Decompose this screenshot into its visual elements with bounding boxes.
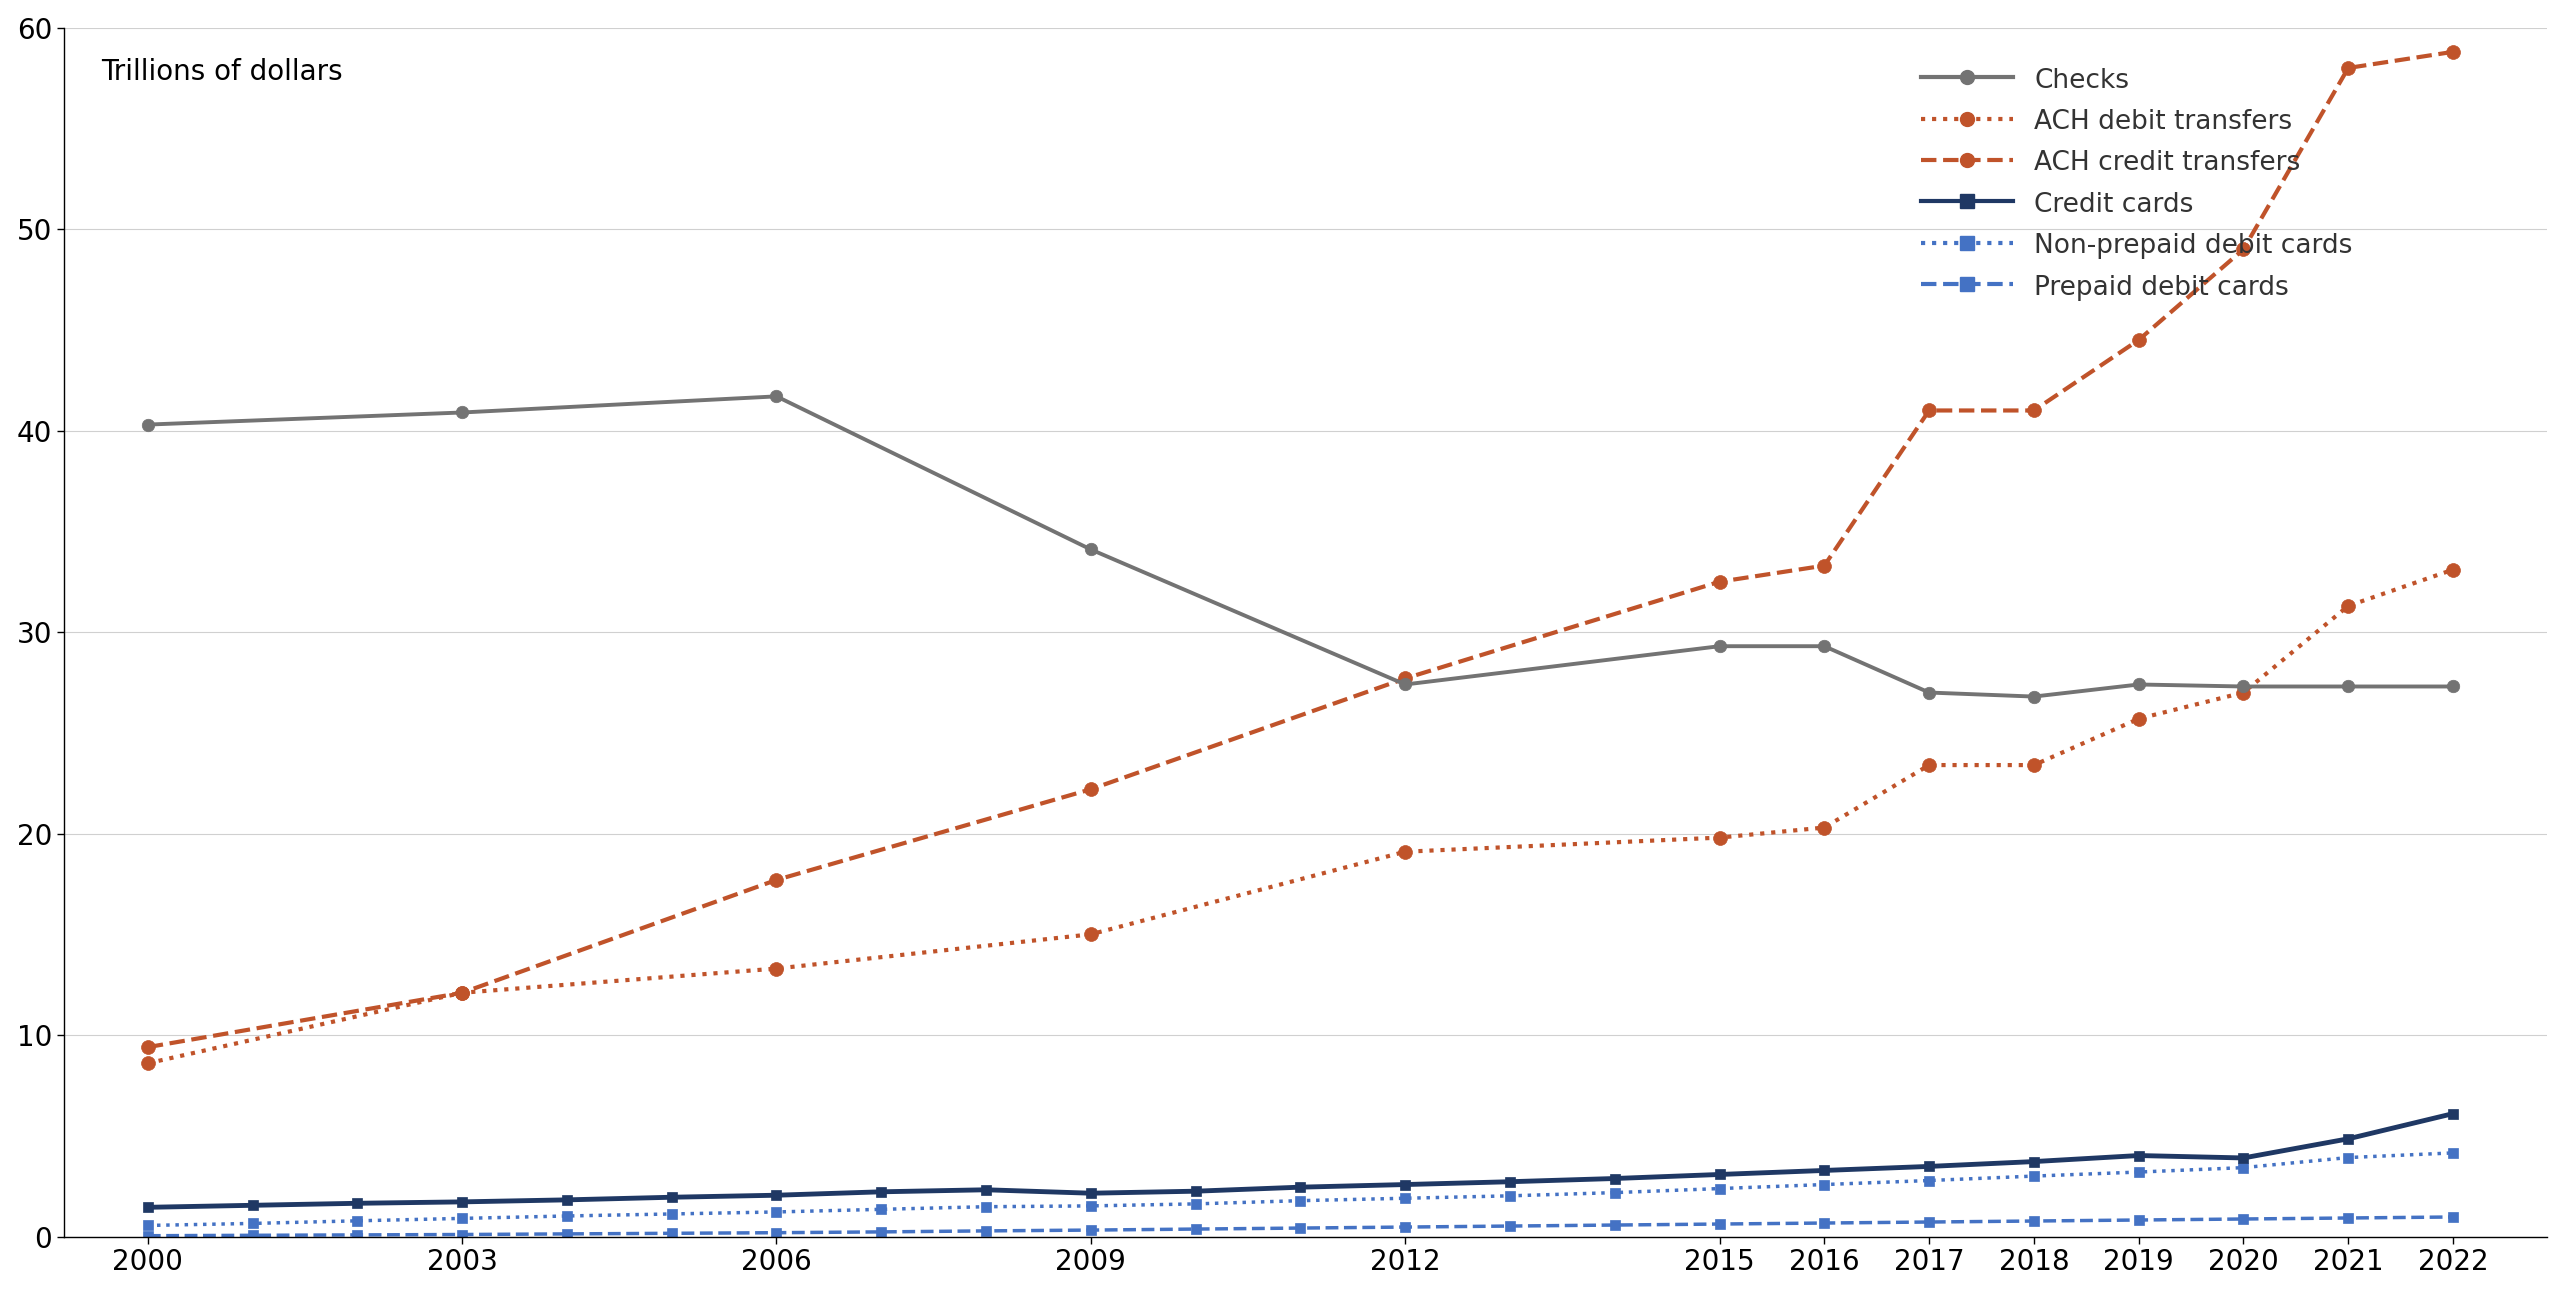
Text: Trillions of dollars: Trillions of dollars [100, 58, 344, 85]
Legend: Checks, ACH debit transfers, ACH credit transfers, Credit cards, Non-prepaid deb: Checks, ACH debit transfers, ACH credit … [1913, 59, 2361, 309]
